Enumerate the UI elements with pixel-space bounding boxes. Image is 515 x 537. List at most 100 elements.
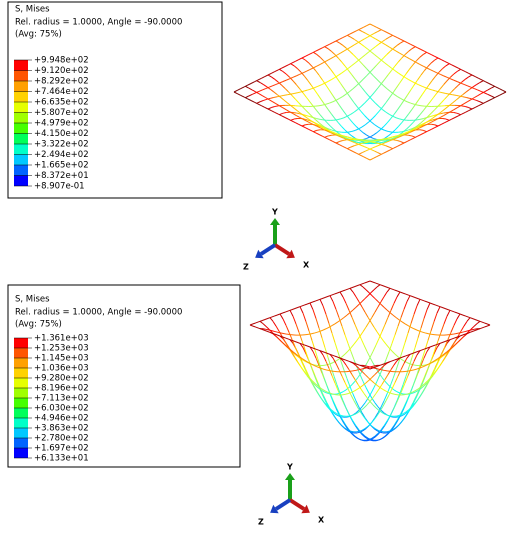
mesh-segment: [325, 47, 328, 49]
mesh-segment: [372, 46, 375, 49]
mesh-segment: [319, 75, 322, 80]
mesh-segment: [454, 312, 457, 313]
mesh-segment: [503, 92, 506, 94]
mesh-segment: [316, 318, 319, 328]
mesh-segment: [343, 110, 346, 115]
mesh-segment: [272, 331, 275, 332]
mesh-segment: [274, 92, 277, 95]
mesh-segment: [280, 314, 283, 319]
mesh-segment: [364, 147, 367, 148]
mesh-segment: [394, 359, 397, 360]
mesh-segment: [388, 70, 391, 74]
mesh-segment: [478, 90, 481, 91]
mesh-segment: [394, 390, 397, 392]
mesh-segment: [322, 298, 325, 299]
mesh-segment: [366, 322, 369, 327]
mesh-segment: [351, 112, 354, 114]
mesh-segment: [390, 410, 393, 416]
mesh-segment: [443, 108, 446, 111]
mesh-segment: [330, 394, 333, 401]
mesh-segment: [363, 327, 366, 332]
mesh: [250, 281, 490, 441]
mesh-segment: [368, 141, 371, 142]
mesh-segment: [343, 361, 346, 365]
legend-level: +9.948e+02: [34, 56, 89, 66]
mesh-segment: [371, 290, 374, 293]
mesh-segment: [387, 33, 390, 35]
mesh-segment: [375, 88, 378, 92]
mesh-segment: [313, 348, 316, 349]
mesh-segment: [328, 354, 331, 355]
mesh-segment: [382, 145, 385, 146]
mesh-segment: [462, 332, 465, 333]
mesh-segment: [343, 36, 346, 38]
mesh-segment: [370, 158, 373, 160]
mesh-segment: [394, 110, 397, 115]
mesh-segment: [297, 92, 300, 93]
mesh-segment: [371, 122, 374, 125]
mesh-segment: [271, 77, 274, 79]
mesh-segment: [401, 309, 404, 317]
mesh-segment: [472, 318, 475, 319]
mesh-segment: [321, 100, 324, 105]
mesh-segment: [416, 63, 419, 65]
mesh-segment: [339, 105, 342, 110]
mesh-segment: [284, 95, 287, 96]
mesh-segment: [295, 347, 298, 354]
mesh-segment: [370, 135, 373, 137]
mesh-segment: [410, 59, 413, 61]
mesh-segment: [372, 115, 375, 119]
mesh-segment: [365, 122, 368, 125]
mesh-segment: [427, 68, 430, 70]
mesh-segment: [474, 324, 477, 327]
mesh-segment: [313, 66, 316, 68]
mesh-segment: [329, 43, 332, 45]
mesh-segment: [328, 109, 331, 114]
mesh-segment: [286, 311, 289, 312]
mesh-segment: [416, 369, 419, 378]
mesh-segment: [345, 136, 348, 137]
mesh-segment: [409, 354, 412, 355]
mesh-segment: [472, 331, 475, 332]
mesh-segment: [354, 110, 357, 113]
legend-level: +8.372e+01: [34, 171, 89, 181]
mesh-segment: [363, 365, 366, 366]
legend-level: +4.979e+02: [34, 119, 89, 129]
mesh-segment: [253, 326, 256, 327]
mesh-segment: [251, 101, 254, 103]
mesh-segment: [362, 371, 365, 374]
legend-level: +6.133e+01: [34, 454, 89, 464]
mesh-segment: [336, 41, 339, 43]
mesh-segment: [374, 365, 377, 366]
mesh-segment: [418, 135, 421, 137]
legend-level: +6.635e+02: [34, 98, 89, 108]
legend-swatch: [14, 165, 28, 176]
mesh-segment: [414, 306, 417, 315]
mesh-segment: [266, 326, 269, 329]
mesh-segment: [336, 100, 339, 105]
mesh-segment: [466, 316, 469, 317]
mesh-segment: [420, 111, 423, 115]
legend-swatch: [14, 398, 28, 408]
mesh-segment: [356, 304, 359, 307]
mesh-segment: [304, 76, 307, 80]
mesh-segment: [375, 371, 378, 374]
mesh-segment: [294, 356, 297, 361]
mesh-segment: [363, 133, 366, 135]
mesh-segment: [286, 338, 289, 339]
mesh-segment: [396, 51, 399, 53]
mesh-segment: [465, 72, 468, 74]
mesh-segment: [366, 420, 369, 423]
mesh-segment: [382, 325, 385, 332]
mesh-segment: [362, 403, 365, 407]
legend-avg: (Avg: 75%): [15, 30, 62, 40]
mesh-segment: [398, 370, 401, 376]
mesh-segment: [373, 133, 376, 135]
mesh-segment: [499, 89, 502, 91]
mesh-segment: [437, 366, 440, 370]
mesh-segment: [333, 41, 336, 43]
mesh-segment: [415, 351, 418, 352]
mesh-segment: [362, 55, 365, 58]
mesh-segment: [475, 320, 478, 321]
mesh-segment: [432, 90, 435, 91]
